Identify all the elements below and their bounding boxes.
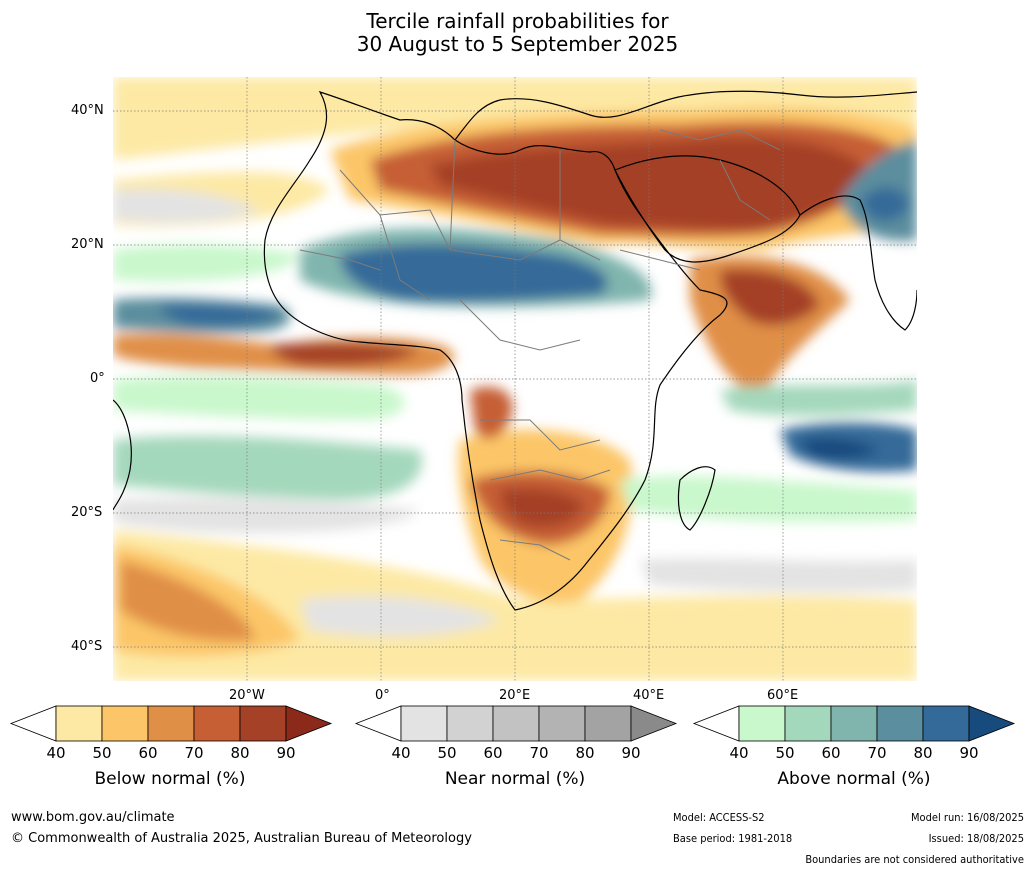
lat-label-20n: 20°N xyxy=(71,237,104,252)
graticule xyxy=(113,77,917,681)
colorbar-near xyxy=(354,705,678,742)
lat-label-40n: 40°N xyxy=(71,103,104,118)
colorbar-near-swatch xyxy=(400,705,448,742)
colorbar-above xyxy=(692,705,1016,742)
colorbar-below-swatch xyxy=(147,705,195,742)
colorbar-near-tick: 90 xyxy=(621,744,641,762)
colorbar-near-swatch xyxy=(492,705,540,742)
lon-label-40e: 40°E xyxy=(633,688,665,703)
colorbar-above-tick: 70 xyxy=(867,744,887,762)
colorbar-below-tick: 90 xyxy=(276,744,296,762)
colorbar-above-tick: 60 xyxy=(821,744,841,762)
lon-label-20w: 20°W xyxy=(229,688,265,703)
colorbar-above-tick: 80 xyxy=(913,744,933,762)
lon-label-20e: 20°E xyxy=(499,688,531,703)
colorbar-above-swatch xyxy=(738,705,786,742)
footer-disclaimer: Boundaries are not considered authoritat… xyxy=(805,853,1024,866)
colorbar-below-over xyxy=(285,705,333,742)
colorbar-near-over xyxy=(630,705,678,742)
colorbar-below-swatch xyxy=(193,705,241,742)
lon-label-0: 0° xyxy=(375,688,390,703)
colorbar-above-under xyxy=(692,705,740,742)
colorbar-below-label: Below normal (%) xyxy=(94,769,246,789)
lat-label-eq: 0° xyxy=(90,371,105,386)
colorbar-below-tick: 80 xyxy=(230,744,250,762)
colorbar-below-swatch xyxy=(239,705,287,742)
footer-website: www.bom.gov.au/climate xyxy=(11,810,175,825)
colorbar-above-tick: 50 xyxy=(775,744,795,762)
colorbar-below-tick: 40 xyxy=(46,744,66,762)
colorbar-near-swatch xyxy=(446,705,494,742)
colorbar-above-swatch xyxy=(922,705,970,742)
colorbar-below-tick: 50 xyxy=(92,744,112,762)
lon-label-60e: 60°E xyxy=(767,688,799,703)
colorbar-above-over xyxy=(968,705,1016,742)
footer-model: Model: ACCESS-S2 xyxy=(673,811,765,824)
colorbar-near-swatch xyxy=(538,705,586,742)
colorbar-near-tick: 60 xyxy=(483,744,503,762)
colorbar-above-tick: 40 xyxy=(729,744,749,762)
colorbar-near-tick: 50 xyxy=(437,744,457,762)
colorbar-below-swatch xyxy=(55,705,103,742)
lat-label-40s: 40°S xyxy=(71,639,103,654)
footer-model-run: Model run: 16/08/2025 xyxy=(911,811,1024,824)
lat-label-20s: 20°S xyxy=(71,505,103,520)
colorbar-below-tick: 70 xyxy=(184,744,204,762)
colorbar-near-tick: 40 xyxy=(391,744,411,762)
colorbar-near-swatch xyxy=(584,705,632,742)
colorbar-below-tick: 60 xyxy=(138,744,158,762)
coastline xyxy=(113,90,917,611)
footer-base-period: Base period: 1981-2018 xyxy=(673,832,793,845)
colorbar-above-swatch xyxy=(876,705,924,742)
colorbar-near-under xyxy=(354,705,402,742)
colorbars xyxy=(9,705,1016,742)
colorbar-below xyxy=(9,705,333,742)
colorbar-below-swatch xyxy=(101,705,149,742)
colorbar-above-label: Above normal (%) xyxy=(777,769,931,789)
colorbar-above-swatch xyxy=(784,705,832,742)
country-borders xyxy=(299,129,781,561)
colorbar-below-under xyxy=(9,705,57,742)
map-title-line2: 30 August to 5 September 2025 xyxy=(356,32,679,56)
map-title-line1: Tercile rainfall probabilities for xyxy=(366,9,669,33)
footer-copyright: © Commonwealth of Australia 2025, Austra… xyxy=(11,831,472,846)
colorbar-near-tick: 70 xyxy=(529,744,549,762)
footer-issued: Issued: 18/08/2025 xyxy=(928,832,1024,845)
map-field xyxy=(113,77,917,681)
colorbar-above-swatch xyxy=(830,705,878,742)
colorbar-near-tick: 80 xyxy=(575,744,595,762)
colorbar-above-tick: 90 xyxy=(959,744,979,762)
colorbar-near-label: Near normal (%) xyxy=(444,769,586,789)
